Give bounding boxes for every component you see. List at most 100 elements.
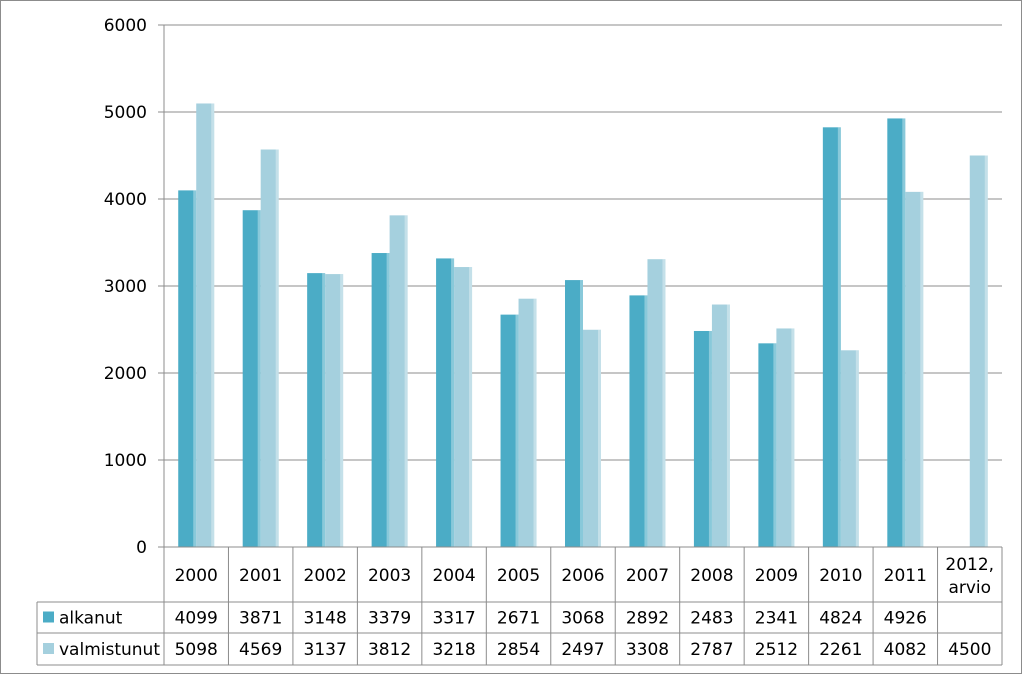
category-label: 2003 <box>368 566 411 586</box>
bar-alkanut <box>887 118 906 548</box>
table-value: 2512 <box>755 640 798 660</box>
bar-alkanut <box>307 273 326 547</box>
bar-valmistunut <box>905 191 924 547</box>
bar-highlight <box>322 273 326 547</box>
table-value: 5098 <box>175 640 218 660</box>
bar-alkanut <box>178 190 197 547</box>
y-tick-label: 1000 <box>104 451 147 471</box>
bar-highlight <box>211 103 215 547</box>
category-label: 2002 <box>304 566 347 586</box>
bars <box>178 103 988 548</box>
table-value: 3068 <box>561 609 604 629</box>
table-value: 3871 <box>239 609 282 629</box>
table-value: 4082 <box>884 640 927 660</box>
table-value: 3218 <box>432 640 475 660</box>
bar-highlight <box>340 274 344 547</box>
bar-highlight <box>726 304 730 547</box>
table-value: 4500 <box>948 640 991 660</box>
bar-alkanut <box>565 280 583 547</box>
table-value: 2261 <box>819 640 862 660</box>
bar-alkanut <box>693 330 712 547</box>
bar-highlight <box>644 295 648 547</box>
y-tick-label: 0 <box>136 538 147 558</box>
table-value: 4824 <box>819 609 862 629</box>
legend-label: valmistunut <box>59 640 160 660</box>
bar-highlight <box>920 191 924 547</box>
bar-alkanut <box>371 253 390 548</box>
table-value: 2787 <box>690 640 733 660</box>
bar-highlight <box>533 298 537 547</box>
bar-highlight <box>662 259 666 547</box>
table-value: 4099 <box>175 609 218 629</box>
bar-highlight <box>855 350 859 547</box>
table-value: 2892 <box>626 609 669 629</box>
table-value: 2497 <box>561 640 604 660</box>
category-label: 2010 <box>819 566 862 586</box>
y-tick-label: 2000 <box>104 364 147 384</box>
bar-valmistunut <box>325 274 344 547</box>
table-value: 2854 <box>497 640 540 660</box>
y-axis: 0 1000 2000 3000 4000 5000 6000 <box>104 16 165 665</box>
table-value: 3812 <box>368 640 411 660</box>
category-label: 2000 <box>175 566 218 586</box>
bar-highlight <box>773 343 777 547</box>
bar-valmistunut <box>454 267 473 547</box>
bar-valmistunut <box>583 329 601 547</box>
bar-valmistunut <box>260 149 279 547</box>
bar-highlight <box>598 329 601 547</box>
bar-highlight <box>386 253 390 548</box>
table-value: 2671 <box>497 609 540 629</box>
bar-highlight <box>193 190 197 547</box>
category-label: arvio <box>948 578 991 598</box>
bar-valmistunut <box>196 103 215 547</box>
bar-highlight <box>275 149 279 547</box>
category-label: 2009 <box>755 566 798 586</box>
table-value: 3317 <box>432 609 475 629</box>
table-value: 3137 <box>304 640 347 660</box>
y-tick-label: 3000 <box>104 277 147 297</box>
bar-valmistunut <box>647 259 666 547</box>
y-tick-label: 4000 <box>104 190 147 210</box>
bar-alkanut <box>758 343 777 547</box>
bar-highlight <box>791 328 795 547</box>
bar-highlight <box>708 330 712 547</box>
bar-highlight <box>469 267 473 547</box>
bar-alkanut <box>436 258 455 547</box>
table-value: 2341 <box>755 609 798 629</box>
y-tick-label: 5000 <box>104 103 147 123</box>
category-label: 2001 <box>239 566 282 586</box>
bar-valmistunut <box>969 155 988 547</box>
bar-highlight <box>984 155 988 547</box>
table-value: 2483 <box>690 609 733 629</box>
bar-alkanut <box>242 210 261 547</box>
bar-highlight <box>515 314 519 547</box>
category-label: 2006 <box>561 566 604 586</box>
bar-alkanut <box>822 127 841 547</box>
bar-highlight <box>451 258 455 547</box>
table-value: 4926 <box>884 609 927 629</box>
bar-valmistunut <box>711 304 730 547</box>
category-label: 2012, <box>945 555 994 575</box>
legend-key-alkanut <box>43 611 54 623</box>
legend-label: alkanut <box>59 609 123 629</box>
table-value: 3379 <box>368 609 411 629</box>
category-label: 2011 <box>884 566 927 586</box>
bar-alkanut <box>629 295 648 547</box>
y-tick-label: 6000 <box>104 16 147 36</box>
category-label: 2004 <box>432 566 475 586</box>
bar-highlight <box>837 127 841 547</box>
bar-alkanut <box>500 314 519 547</box>
category-label: 2008 <box>690 566 733 586</box>
bar-highlight <box>580 280 583 547</box>
bar-valmistunut <box>840 350 859 547</box>
table-value: 4569 <box>239 640 282 660</box>
category-label: 2007 <box>626 566 669 586</box>
bar-highlight <box>257 210 261 547</box>
bar-highlight <box>902 118 906 548</box>
data-table: 2000 2001 2002 2003 2004 2005 2006 2007 2008 2009… <box>36 546 1003 666</box>
bar-valmistunut <box>518 298 537 547</box>
bar-highlight <box>404 215 408 547</box>
table-value: 3308 <box>626 640 669 660</box>
